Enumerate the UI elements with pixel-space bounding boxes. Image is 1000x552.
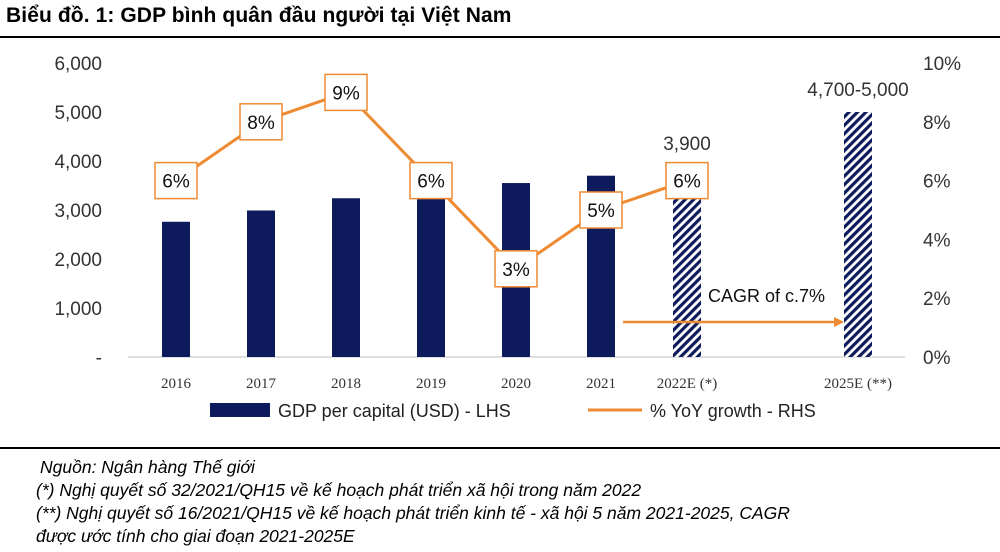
left-axis-tick-label: 6,000 [54, 54, 102, 75]
right-axis-tick-label: 0% [923, 348, 951, 369]
right-axis-tick-label: 4% [923, 230, 951, 251]
legend-label-gdp: GDP per capital (USD) - LHS [278, 401, 511, 421]
growth-label-box [494, 250, 538, 288]
growth-value-label: 6% [417, 172, 445, 193]
growth-value-label: 6% [162, 172, 190, 193]
right-axis-tick-label: 10% [923, 54, 961, 75]
gdp-bar [417, 189, 445, 357]
left-axis-tick-label: - [96, 348, 102, 369]
x-axis-tick-label: 2022E (*) [657, 376, 717, 392]
right-axis-tick-label: 6% [923, 172, 951, 193]
left-axis: - 1,000 2,000 3,000 4,000 5,000 6,000 [54, 54, 102, 369]
left-axis-tick-label: 3,000 [54, 201, 102, 222]
footnote-2: (**) Nghị quyết số 16/2021/QH15 về kế ho… [36, 503, 790, 523]
right-axis: 0% 2% 4% 6% 8% 10% [923, 54, 961, 369]
growth-value-label: 6% [673, 172, 701, 193]
source-note: Nguồn: Ngân hàng Thế giới [40, 457, 255, 477]
gdp-bar-labels: 3,900 4,700-5,000 [663, 80, 908, 155]
cagr-label: CAGR of c.7% [708, 286, 825, 306]
x-axis-tick-label: 2017 [246, 376, 277, 392]
growth-value-label: 9% [332, 83, 360, 104]
projected-gdp-bar [844, 112, 872, 357]
growth-label-box [239, 103, 283, 141]
legend-label-growth: % YoY growth - RHS [650, 401, 816, 421]
gdp-bar [162, 221, 190, 357]
growth-label-box [409, 161, 453, 200]
left-axis-tick-label: 4,000 [54, 152, 102, 173]
gdp-bar [332, 198, 360, 357]
notes-divider [0, 447, 1000, 449]
legend-swatch-gdp [210, 403, 270, 417]
x-axis-tick-labels: 2016 2017 2018 2019 2020 2021 2022E (*) 2025E (… [161, 376, 892, 392]
left-axis-tick-label: 1,000 [54, 299, 102, 320]
x-axis-tick-label: 2016 [161, 376, 192, 392]
left-axis-tick-label: 2,000 [54, 250, 102, 271]
growth-line-series: 6% 8% 9% 6% 3% 5% 6% [154, 73, 709, 288]
growth-label-box [665, 161, 709, 200]
footnote-1: (*) Nghị quyết số 32/2021/QH15 về kế hoạ… [36, 480, 642, 500]
gdp-bar-value-label: 3,900 [663, 134, 711, 155]
x-axis-tick-label: 2019 [416, 376, 446, 392]
cagr-annotation: CAGR of c.7% [623, 286, 844, 327]
growth-value-label: 3% [502, 260, 530, 281]
footnote-3: được ước tính cho giai đoạn 2021-2025E [36, 526, 355, 546]
x-axis-tick-label: 2020 [501, 376, 531, 392]
legend: GDP per capital (USD) - LHS % YoY growth … [210, 401, 816, 421]
right-axis-tick-label: 2% [923, 289, 951, 310]
growth-label-box [324, 73, 368, 112]
gdp-bars [162, 112, 872, 357]
title-divider [0, 36, 1000, 38]
growth-label-box [579, 191, 623, 229]
gdp-bar [247, 210, 275, 357]
x-axis-tick-label: 2025E (**) [824, 376, 892, 392]
right-axis-tick-label: 8% [923, 113, 951, 134]
x-axis-tick-label: 2018 [331, 376, 361, 392]
gdp-bar-value-label: 4,700-5,000 [807, 80, 908, 101]
footnotes: Nguồn: Ngân hàng Thế giới (*) Nghị quyết… [36, 456, 790, 548]
growth-value-label: 8% [247, 113, 275, 134]
left-axis-tick-label: 5,000 [54, 103, 102, 124]
x-axis-tick-label: 2021 [586, 376, 616, 392]
growth-label-box [154, 161, 198, 200]
chart-title: Biểu đồ. 1: GDP bình quân đầu người tại … [6, 4, 512, 27]
gdp-chart: - 1,000 2,000 3,000 4,000 5,000 6,000 0% 2% 4% 6%… [54, 54, 961, 421]
growth-value-label: 5% [587, 201, 615, 222]
